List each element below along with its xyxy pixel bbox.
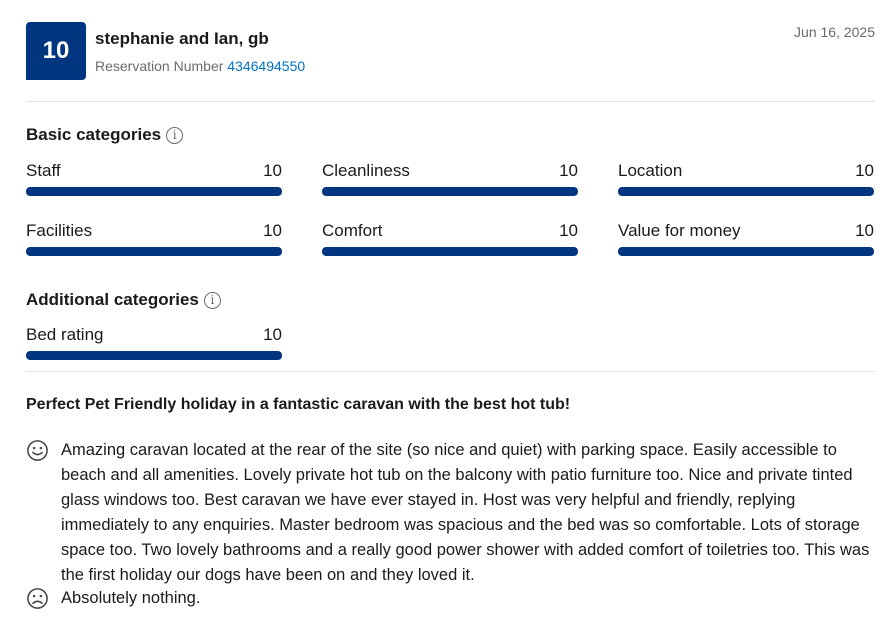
score-bar-fill <box>322 187 578 196</box>
category-label: Location <box>618 161 683 180</box>
additional-categories-title: Additional categories i <box>26 290 221 310</box>
additional-categories-label: Additional categories <box>26 290 199 309</box>
reservation-number-link[interactable]: 4346494550 <box>227 58 306 74</box>
info-icon[interactable]: i <box>203 291 221 309</box>
category-label: Bed rating <box>26 325 104 344</box>
score-bar <box>26 351 282 360</box>
category-score: 10 <box>263 325 282 344</box>
score-bar <box>26 247 282 256</box>
score-bar-fill <box>322 247 578 256</box>
category-comfort: Comfort 10 <box>322 220 578 256</box>
category-score: 10 <box>559 221 578 240</box>
review-title: Perfect Pet Friendly holiday in a fantas… <box>26 396 571 413</box>
review-header: 10 stephanie and Ian, gb Reservation Num… <box>26 0 875 102</box>
reviewer-name: stephanie and Ian, gb <box>95 29 269 48</box>
negative-review-text: Absolutely nothing. <box>61 589 201 607</box>
reservation-info: Reservation Number 4346494550 <box>95 58 305 74</box>
negative-review: Absolutely nothing. <box>26 586 875 611</box>
review-date: Jun 16, 2025 <box>794 24 875 40</box>
score-bar <box>322 247 578 256</box>
score-bar-fill <box>618 187 874 196</box>
score-badge: 10 <box>26 22 86 80</box>
category-value-for-money: Value for money 10 <box>618 220 874 256</box>
category-label: Value for money <box>618 221 741 240</box>
category-facilities: Facilities 10 <box>26 220 282 256</box>
smile-icon <box>27 440 48 461</box>
category-label: Cleanliness <box>322 161 410 180</box>
info-icon[interactable]: i <box>166 126 184 144</box>
divider <box>26 371 875 372</box>
category-location: Location 10 <box>618 160 874 196</box>
score-bar <box>322 187 578 196</box>
reservation-label: Reservation Number <box>95 58 224 74</box>
frown-icon <box>27 588 48 609</box>
score-bar <box>618 187 874 196</box>
score-bar <box>26 187 282 196</box>
score-bar <box>618 247 874 256</box>
category-label: Facilities <box>26 221 93 240</box>
score-bar-fill <box>26 187 282 196</box>
category-label: Staff <box>26 161 61 180</box>
positive-review: Amazing caravan located at the rear of t… <box>26 438 875 588</box>
category-score: 10 <box>263 161 282 180</box>
score-bar-fill <box>26 247 282 256</box>
score-bar-fill <box>26 351 282 360</box>
category-bed-rating: Bed rating 10 <box>26 324 282 360</box>
positive-review-text: Amazing caravan located at the rear of t… <box>61 441 870 584</box>
category-cleanliness: Cleanliness 10 <box>322 160 578 196</box>
category-score: 10 <box>855 161 874 180</box>
category-score: 10 <box>559 161 578 180</box>
basic-categories-title: Basic categories i <box>26 125 184 145</box>
score-bar-fill <box>618 247 874 256</box>
category-staff: Staff 10 <box>26 160 282 196</box>
category-score: 10 <box>855 221 874 240</box>
category-label: Comfort <box>322 221 383 240</box>
basic-categories-label: Basic categories <box>26 125 162 144</box>
review-card: 10 stephanie and Ian, gb Reservation Num… <box>26 0 875 609</box>
category-score: 10 <box>263 221 282 240</box>
